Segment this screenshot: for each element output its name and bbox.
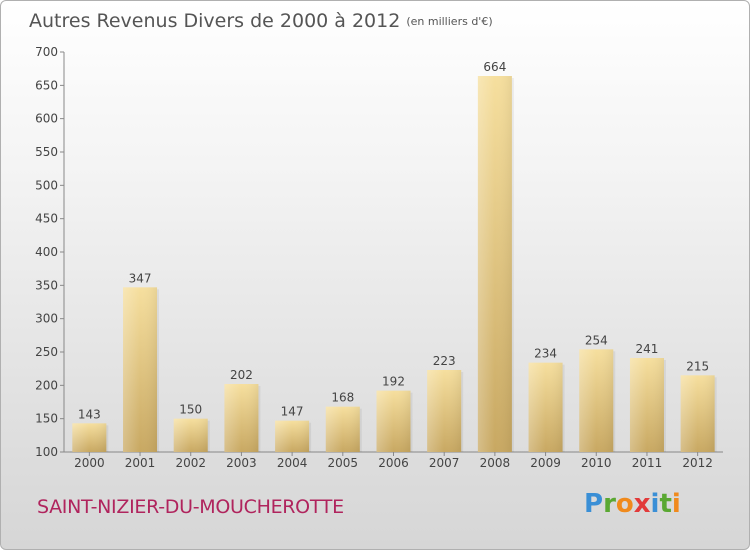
- y-tick-label: 450: [35, 212, 58, 226]
- x-tick-label: 2008: [480, 456, 511, 470]
- x-tick-label: 2004: [277, 456, 308, 470]
- data-label: 192: [382, 375, 405, 389]
- data-label: 143: [78, 407, 101, 421]
- bar-highlight: [224, 384, 259, 452]
- title-text: Autres Revenus Divers de 2000 à 2012: [29, 10, 401, 32]
- x-tick-label: 2009: [530, 456, 561, 470]
- y-tick-label: 350: [35, 278, 58, 292]
- bar-highlight: [275, 420, 310, 452]
- bar-highlight: [629, 358, 664, 452]
- data-label: 168: [331, 391, 354, 405]
- logo-letter: t: [659, 489, 672, 519]
- x-tick-label: 2010: [581, 456, 612, 470]
- x-tick-label: 2000: [74, 456, 105, 470]
- bar-highlight: [579, 349, 614, 452]
- bar-highlight: [123, 287, 158, 452]
- x-tick-label: 2001: [125, 456, 156, 470]
- bar-highlight: [477, 76, 512, 452]
- bar-highlight: [72, 423, 107, 452]
- brand-logo[interactable]: Proxiti: [584, 489, 681, 519]
- y-tick-label: 650: [35, 78, 58, 92]
- x-tick-label: 2006: [378, 456, 409, 470]
- bar-highlight: [376, 390, 411, 452]
- y-tick-label: 250: [35, 345, 58, 359]
- data-label: 147: [281, 405, 304, 419]
- y-tick-label: 550: [35, 145, 58, 159]
- x-tick-label: 2003: [226, 456, 257, 470]
- logo-letter: i: [671, 489, 681, 519]
- y-tick-label: 600: [35, 112, 58, 126]
- data-label: 664: [483, 60, 506, 74]
- y-tick-label: 500: [35, 178, 58, 192]
- bar-highlight: [173, 418, 208, 452]
- x-tick-label: 2011: [632, 456, 663, 470]
- data-label: 241: [636, 342, 659, 356]
- data-label: 254: [585, 333, 608, 347]
- y-tick-label: 700: [35, 45, 58, 59]
- bar-highlight: [427, 370, 462, 452]
- logo-letter: o: [615, 489, 634, 519]
- y-tick-label: 400: [35, 245, 58, 259]
- x-tick-label: 2007: [429, 456, 460, 470]
- y-tick-label: 300: [35, 312, 58, 326]
- logo-letter: x: [633, 489, 651, 519]
- chart-title: Autres Revenus Divers de 2000 à 2012 (en …: [29, 10, 493, 32]
- title-unit: (en milliers d'€): [406, 15, 493, 28]
- y-tick-label: 150: [35, 412, 58, 426]
- logo-letter: r: [603, 489, 616, 519]
- bar-highlight: [680, 375, 715, 452]
- bar-highlight: [325, 406, 360, 452]
- y-tick-label: 200: [35, 378, 58, 392]
- data-label: 202: [230, 368, 253, 382]
- data-label: 150: [179, 403, 202, 417]
- logo-letter: P: [584, 489, 604, 519]
- logo-letter: i: [650, 489, 660, 519]
- data-label: 347: [129, 271, 152, 285]
- commune-name: SAINT-NIZIER-DU-MOUCHEROTTE: [37, 496, 344, 518]
- data-label: 215: [686, 359, 709, 373]
- data-label: 223: [433, 354, 456, 368]
- bars-group: 143 347 150 202 147 168 192 223 664 234 254 241 215: [72, 60, 717, 452]
- x-tick-label: 2005: [328, 456, 359, 470]
- x-tick-label: 2012: [682, 456, 713, 470]
- x-tick-label: 2002: [175, 456, 206, 470]
- data-label: 234: [534, 347, 557, 361]
- y-tick-label: 100: [35, 445, 58, 459]
- bar-highlight: [528, 362, 563, 452]
